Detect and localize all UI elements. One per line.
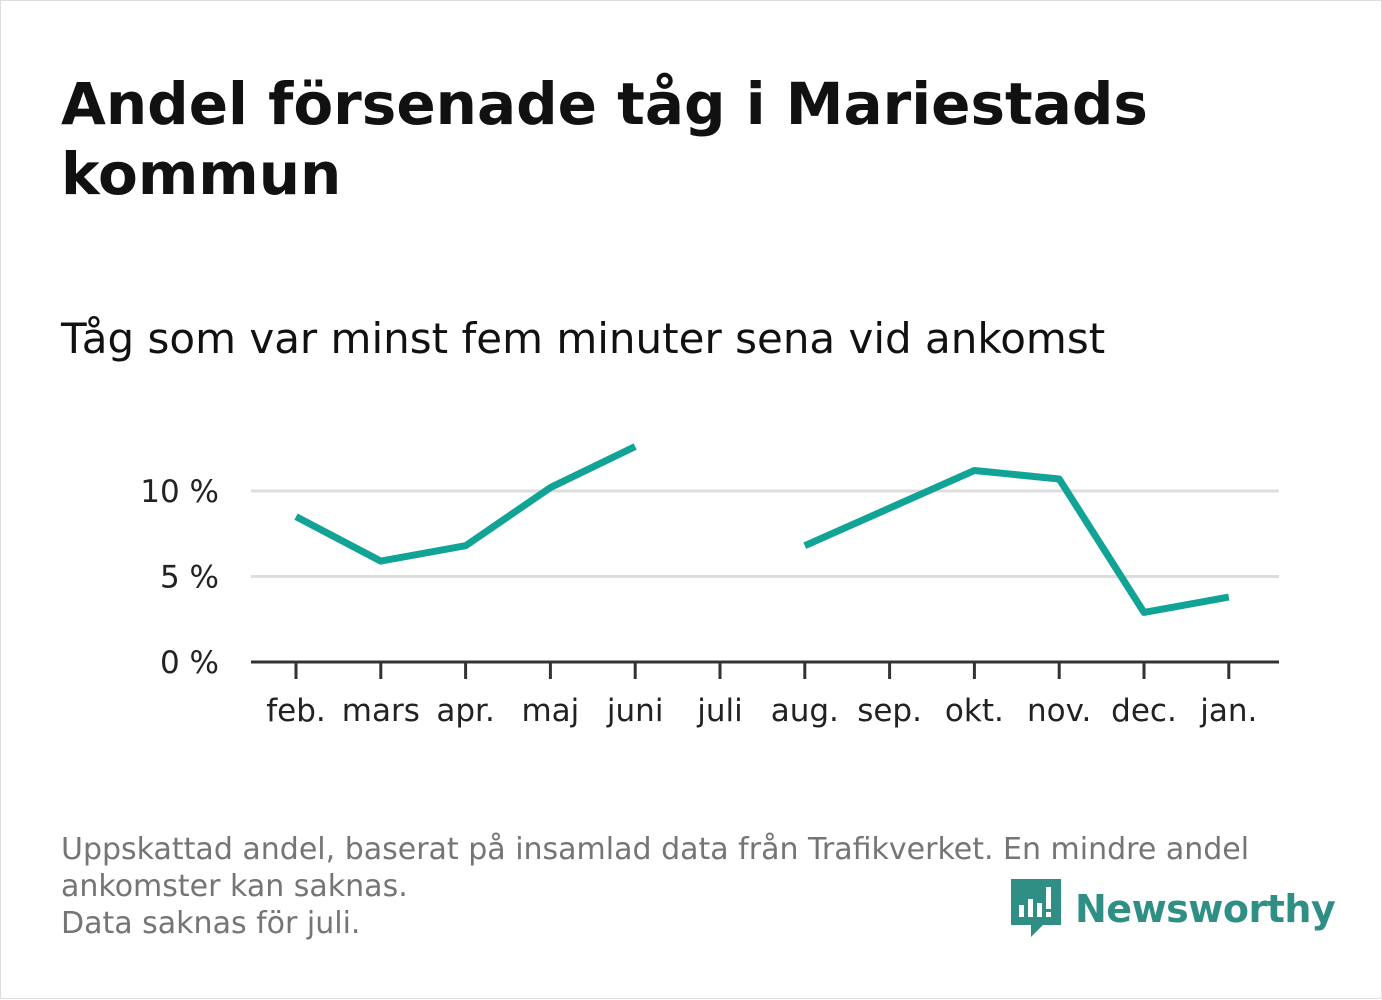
y-tick-label: 0 % bbox=[160, 645, 219, 681]
y-tick-label: 5 % bbox=[160, 560, 219, 596]
x-tick-label: apr. bbox=[436, 693, 494, 729]
brand-logo: Newsworthy bbox=[1011, 879, 1336, 939]
x-tick-label: feb. bbox=[266, 693, 326, 729]
newsworthy-logo-icon bbox=[1011, 879, 1061, 937]
footnote-missing-data: Data saknas för juli. bbox=[61, 906, 361, 941]
axis-layer bbox=[251, 660, 1279, 679]
grid-layer bbox=[251, 489, 1279, 578]
series-line-segment bbox=[803, 466, 1230, 616]
x-tick-label: dec. bbox=[1111, 693, 1177, 729]
x-tick-label: aug. bbox=[771, 693, 839, 729]
x-tick-label: okt. bbox=[945, 693, 1004, 729]
x-tick-label: juni bbox=[606, 693, 664, 729]
brand-name: Newsworthy bbox=[1075, 887, 1336, 931]
footnote: Uppskattad andel, baserat på insamlad da… bbox=[61, 831, 1311, 942]
chart-subtitle: Tåg som var minst fem minuter sena vid a… bbox=[61, 314, 1106, 363]
footnote-source: Uppskattad andel, baserat på insamlad da… bbox=[61, 832, 1250, 904]
y-tick-label: 10 % bbox=[140, 474, 219, 510]
x-tick-label: nov. bbox=[1027, 693, 1091, 729]
series-layer bbox=[294, 443, 1230, 616]
x-tick-label: mars bbox=[342, 693, 420, 729]
x-tick-label: juli bbox=[696, 693, 743, 729]
x-tick-label: sep. bbox=[857, 693, 922, 729]
x-tick-label: jan. bbox=[1199, 693, 1257, 729]
chart-title: Andel försenade tåg i Mariestads kommun bbox=[61, 70, 1148, 208]
series-line-segment bbox=[294, 443, 637, 565]
label-layer: 0 % 5 % 10 % feb. mars apr. maj juni juli aug. sep… bbox=[140, 474, 1257, 729]
x-tick-label: maj bbox=[521, 693, 579, 729]
